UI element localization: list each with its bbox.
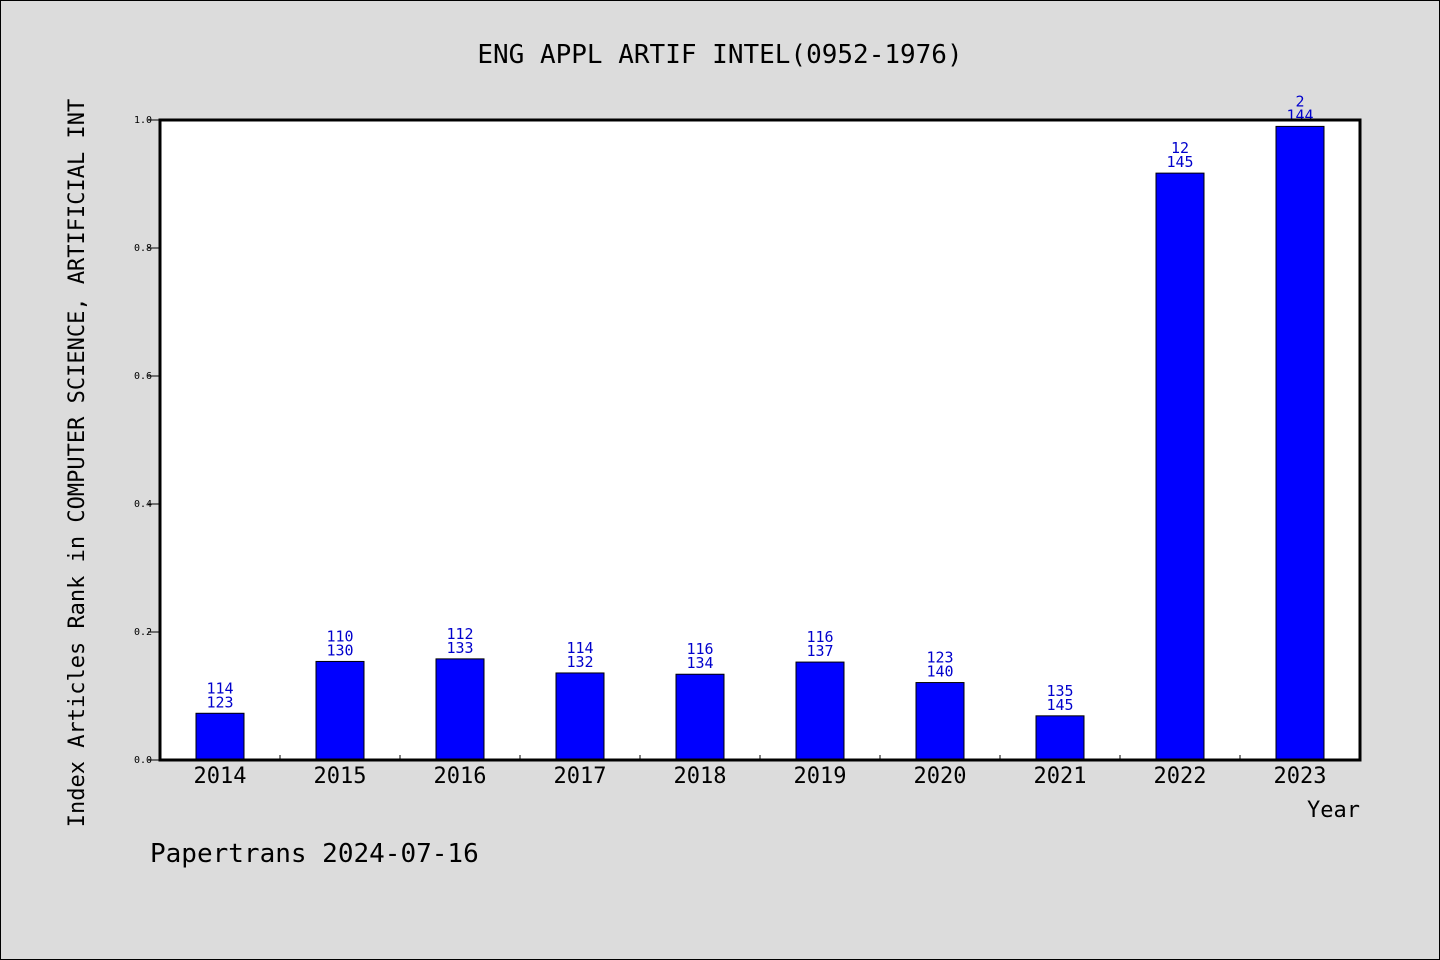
y-axis-label: Index Articles Rank in COMPUTER SCIENCE,…: [65, 99, 90, 827]
bar-2014: [195, 712, 245, 761]
bars-group: [195, 125, 1325, 761]
x-tick-label-2021: 2021: [1034, 764, 1087, 789]
y-tick-label: 0.4: [134, 499, 152, 510]
y-tick-label: 0.6: [134, 371, 152, 382]
data-label-bottom-2016: 133: [446, 639, 473, 657]
data-label-top-2018: 116: [686, 640, 713, 658]
x-tick-label-2018: 2018: [674, 764, 727, 789]
bar-2022: [1155, 172, 1205, 761]
x-tick-label-2015: 2015: [314, 764, 367, 789]
x-tick-label-2019: 2019: [794, 764, 847, 789]
bar-2020: [915, 682, 965, 761]
bar-2023: [1275, 125, 1325, 761]
data-label-bottom-2019: 137: [806, 642, 833, 660]
y-tick-label: 1.0: [134, 115, 152, 126]
data-label-bottom-2021: 145: [1046, 696, 1073, 714]
y-tick-label: 0.8: [134, 243, 152, 254]
plot-border: [158, 118, 1362, 762]
y-tick-label: 0.2: [134, 627, 152, 638]
x-tick-label-2022: 2022: [1154, 764, 1207, 789]
bar-2015: [315, 660, 365, 761]
data-label-bottom-2023: 144: [1286, 106, 1313, 124]
data-label-top-2016: 112: [446, 625, 473, 643]
data-label-top-2021: 135: [1046, 682, 1073, 700]
data-label-top-2019: 116: [806, 628, 833, 646]
bar-2019: [795, 661, 845, 761]
x-tick-label-2020: 2020: [914, 764, 967, 789]
x-axis: 2014 2015 2016 2017 2018 2019 2020 2021 2022 2023: [194, 755, 1327, 789]
y-tick-label: 0.0: [134, 755, 152, 766]
data-label-bottom-2018: 134: [686, 654, 713, 672]
data-label-top-2023: 2: [1295, 92, 1304, 110]
bar-2018: [675, 673, 725, 761]
x-tick-label-2017: 2017: [554, 764, 607, 789]
data-label-top-2020: 123: [926, 649, 953, 667]
data-label-bottom-2022: 145: [1166, 153, 1193, 171]
data-label-bottom-2017: 132: [566, 653, 593, 671]
x-tick-label-2014: 2014: [194, 764, 247, 789]
x-tick-label-2023: 2023: [1274, 764, 1327, 789]
x-tick-label-2016: 2016: [434, 764, 487, 789]
chart-title: ENG APPL ARTIF INTEL(0952-1976): [477, 40, 962, 70]
y-axis: 0.0 0.2 0.4 0.6 0.8 1.0: [134, 115, 160, 766]
bar-2016: [435, 658, 485, 761]
data-label-bottom-2014: 123: [206, 693, 233, 711]
data-label-bottom-2020: 140: [926, 663, 953, 681]
bar-2017: [555, 672, 605, 761]
data-label-top-2022: 12: [1171, 139, 1189, 157]
data-label-bottom-2015: 130: [326, 641, 353, 659]
data-label-top-2017: 114: [566, 639, 593, 657]
footer-stamp: Papertrans 2024-07-16: [150, 839, 479, 869]
data-label-top-2015: 110: [326, 627, 353, 645]
data-label-top-2014: 114: [206, 679, 233, 697]
bar-2021: [1035, 715, 1085, 761]
x-axis-label: Year: [1307, 798, 1360, 823]
